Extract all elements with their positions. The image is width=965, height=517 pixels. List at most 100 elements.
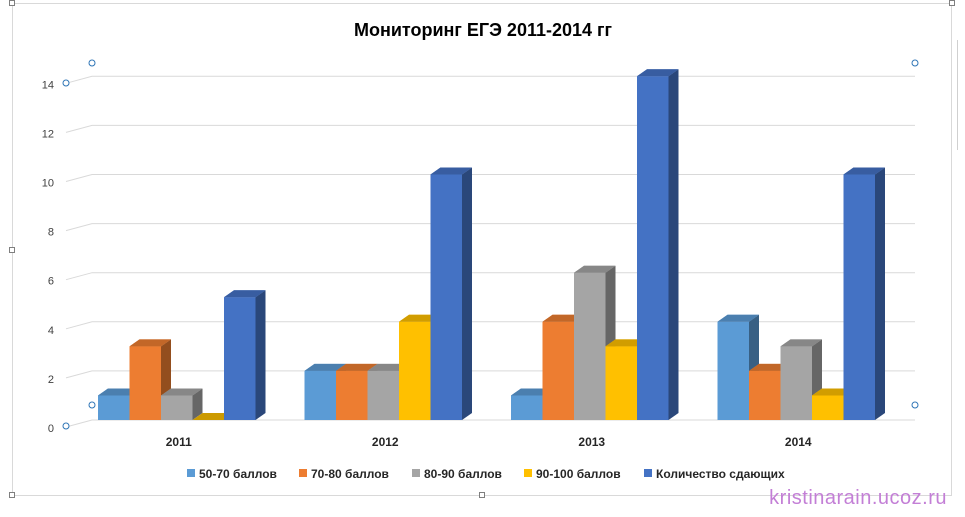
legend-swatch xyxy=(524,469,532,477)
x-tick-label: 2014 xyxy=(785,435,812,449)
resize-handle[interactable] xyxy=(88,59,96,67)
bar[interactable] xyxy=(430,167,473,421)
bars xyxy=(98,69,886,421)
plot-area-handles[interactable] xyxy=(62,59,919,430)
resize-handle[interactable] xyxy=(911,59,919,67)
bar-front xyxy=(511,395,543,420)
legend-entry[interactable]: 70-80 баллов xyxy=(299,467,389,481)
bar-top-shade xyxy=(367,363,409,371)
bar-front xyxy=(129,346,161,420)
gridline xyxy=(65,174,915,182)
legend-label: Количество сдающих xyxy=(656,467,785,481)
bar[interactable] xyxy=(161,388,203,420)
y-tick-label: 14 xyxy=(42,79,54,91)
legend-label: 80-90 баллов xyxy=(424,467,502,481)
bar-front xyxy=(399,321,431,420)
bar-front xyxy=(812,395,844,420)
side-panel xyxy=(957,40,965,150)
bar-top-shade xyxy=(430,167,472,175)
bar-top-shade xyxy=(574,265,616,273)
bar-front xyxy=(336,370,368,420)
bar-top-shade xyxy=(129,339,171,347)
bar-top-shade xyxy=(511,388,553,396)
bar-top-shade xyxy=(336,363,378,371)
bar-side xyxy=(255,290,266,420)
bar-front xyxy=(367,370,399,420)
resize-handle[interactable] xyxy=(62,79,70,87)
bar-top-shade xyxy=(843,167,885,175)
resize-handle[interactable] xyxy=(62,422,70,430)
chart-title: Мониторинг ЕГЭ 2011-2014 гг xyxy=(354,20,613,40)
bar-top-shade xyxy=(224,290,266,298)
bar-front xyxy=(161,395,193,420)
bar-top-shade xyxy=(749,363,791,371)
bar-front xyxy=(224,297,256,420)
bar-top-shade xyxy=(812,388,854,396)
legend-entry[interactable]: Количество сдающих xyxy=(644,467,785,481)
y-tick-label: 6 xyxy=(48,276,54,288)
bar-front xyxy=(430,174,462,420)
y-tick-label: 12 xyxy=(42,128,54,140)
resize-handle[interactable] xyxy=(88,401,96,409)
bar[interactable] xyxy=(843,167,886,421)
bar[interactable] xyxy=(192,413,235,420)
selection-handle[interactable] xyxy=(949,0,955,6)
legend-label: 90-100 баллов xyxy=(536,467,621,481)
resize-handle[interactable] xyxy=(911,401,919,409)
bar-top-shade xyxy=(717,314,759,322)
gridline xyxy=(65,419,915,428)
bar-top xyxy=(192,413,234,420)
y-tick-label: 4 xyxy=(48,325,54,337)
bar[interactable] xyxy=(224,290,266,420)
legend-swatch xyxy=(187,469,195,477)
gridline xyxy=(65,124,915,133)
bar-top-shade xyxy=(98,388,140,396)
selection-handle[interactable] xyxy=(9,247,15,253)
legend-swatch xyxy=(412,469,420,477)
gridline xyxy=(65,75,915,84)
selection-handle[interactable] xyxy=(9,492,15,498)
legend-label: 70-80 баллов xyxy=(311,467,389,481)
bar-front xyxy=(542,321,574,420)
bar[interactable] xyxy=(637,69,679,421)
gridline xyxy=(65,223,915,232)
bar-side xyxy=(192,388,203,420)
bar-side xyxy=(462,167,472,420)
bar-top-shade xyxy=(399,314,441,322)
y-axis: 0 2 4 6 8 10 12 14 xyxy=(42,79,54,435)
bar-front xyxy=(717,321,749,420)
legend-entry[interactable]: 90-100 баллов xyxy=(524,467,621,481)
x-tick-label: 2012 xyxy=(372,435,399,449)
bar-side xyxy=(875,167,885,420)
bar-top-shade xyxy=(637,69,679,77)
legend-entry[interactable]: 80-90 баллов xyxy=(412,467,502,481)
bar-top-shade xyxy=(161,388,203,396)
bar-front xyxy=(574,272,606,420)
bar-top-shade xyxy=(605,339,647,347)
gridline xyxy=(65,272,915,281)
selection-handle[interactable] xyxy=(9,0,15,6)
bar-front xyxy=(304,370,336,420)
y-tick-label: 2 xyxy=(48,374,54,386)
bar-front xyxy=(98,395,130,420)
bar-front xyxy=(605,346,637,420)
legend-entry[interactable]: 50-70 баллов xyxy=(187,467,277,481)
selection-handle[interactable] xyxy=(479,492,485,498)
x-axis: 2011 2012 2013 2014 xyxy=(166,435,812,449)
bar-top-shade xyxy=(304,363,346,371)
bar[interactable] xyxy=(98,388,140,420)
bar-front xyxy=(780,346,812,420)
legend[interactable]: 50-70 баллов 70-80 баллов 80-90 баллов 90-1… xyxy=(187,467,785,481)
bar[interactable] xyxy=(780,339,823,420)
x-tick-label: 2013 xyxy=(578,435,605,449)
bar-front xyxy=(749,370,781,420)
legend-swatch xyxy=(299,469,307,477)
legend-swatch xyxy=(644,469,652,477)
bar-side xyxy=(668,69,679,421)
x-tick-label: 2011 xyxy=(166,435,192,449)
bar-top-shade xyxy=(542,314,584,322)
gridline xyxy=(65,321,915,330)
bar-front xyxy=(843,174,875,420)
y-tick-label: 10 xyxy=(42,178,54,190)
